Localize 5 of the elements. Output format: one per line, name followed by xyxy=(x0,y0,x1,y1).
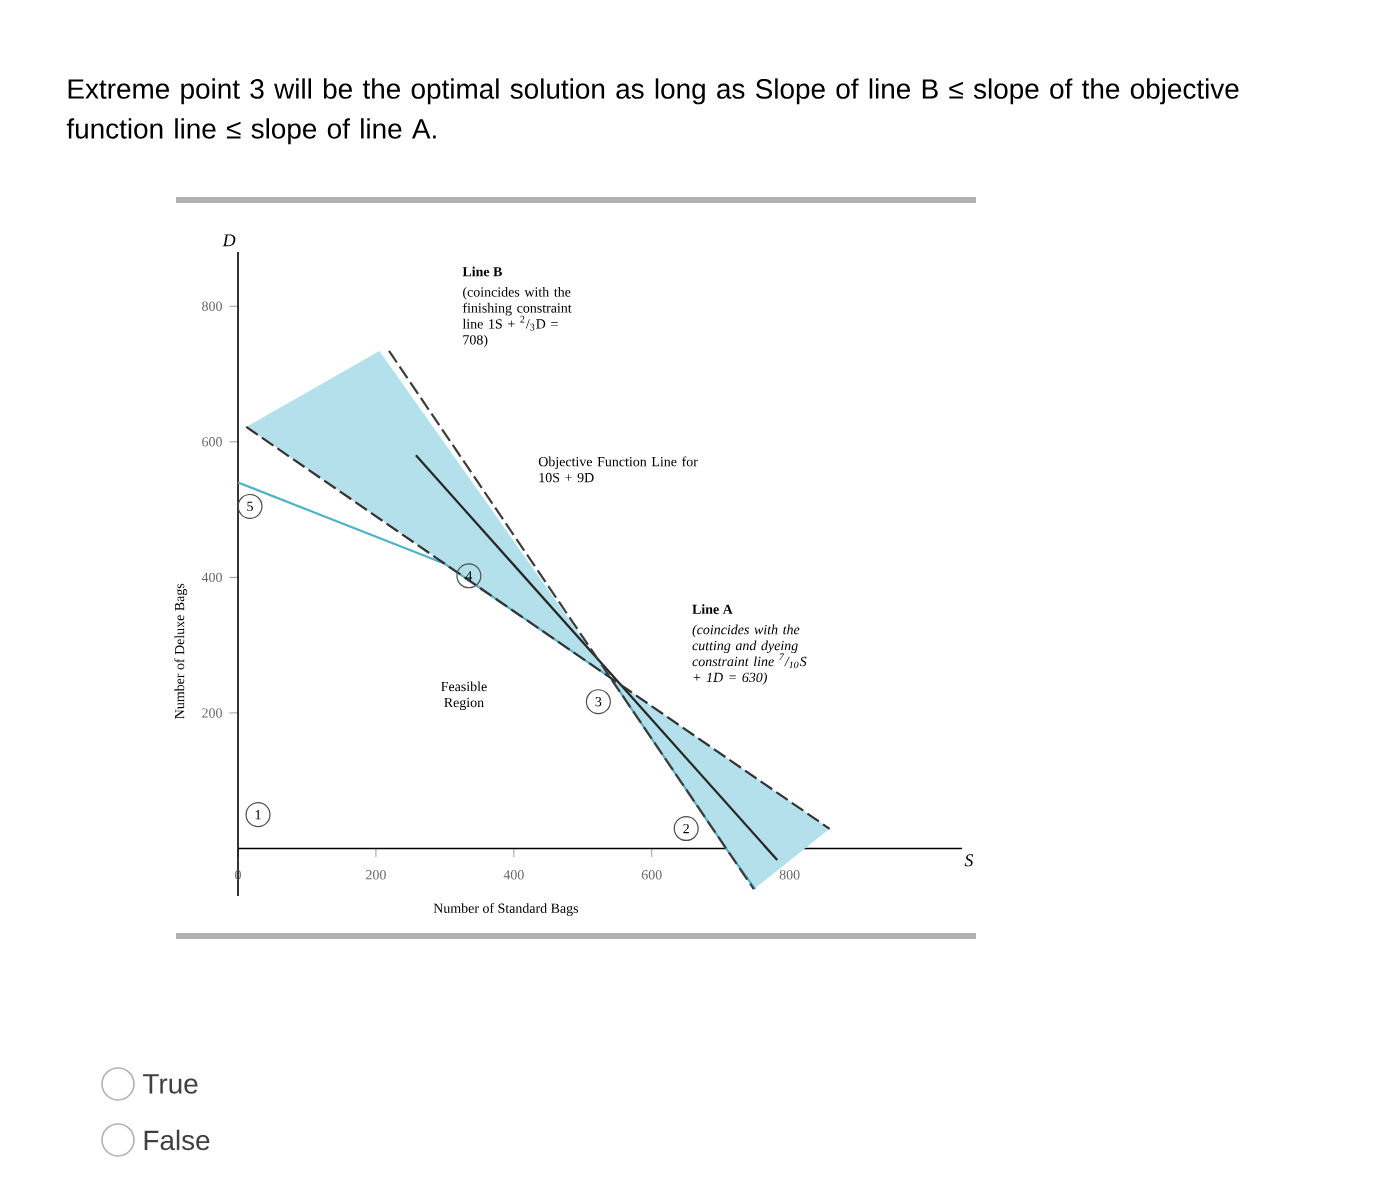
text: True xyxy=(143,1074,198,1094)
chart-title: Extreme point 3 will be the optimal solution as long as Slope of line B ≤ slope of the objective function line ≤ slope of line A. xyxy=(66,78,1239,145)
text: D xyxy=(222,234,236,247)
text: S xyxy=(964,854,974,867)
text: False xyxy=(144,1129,210,1151)
